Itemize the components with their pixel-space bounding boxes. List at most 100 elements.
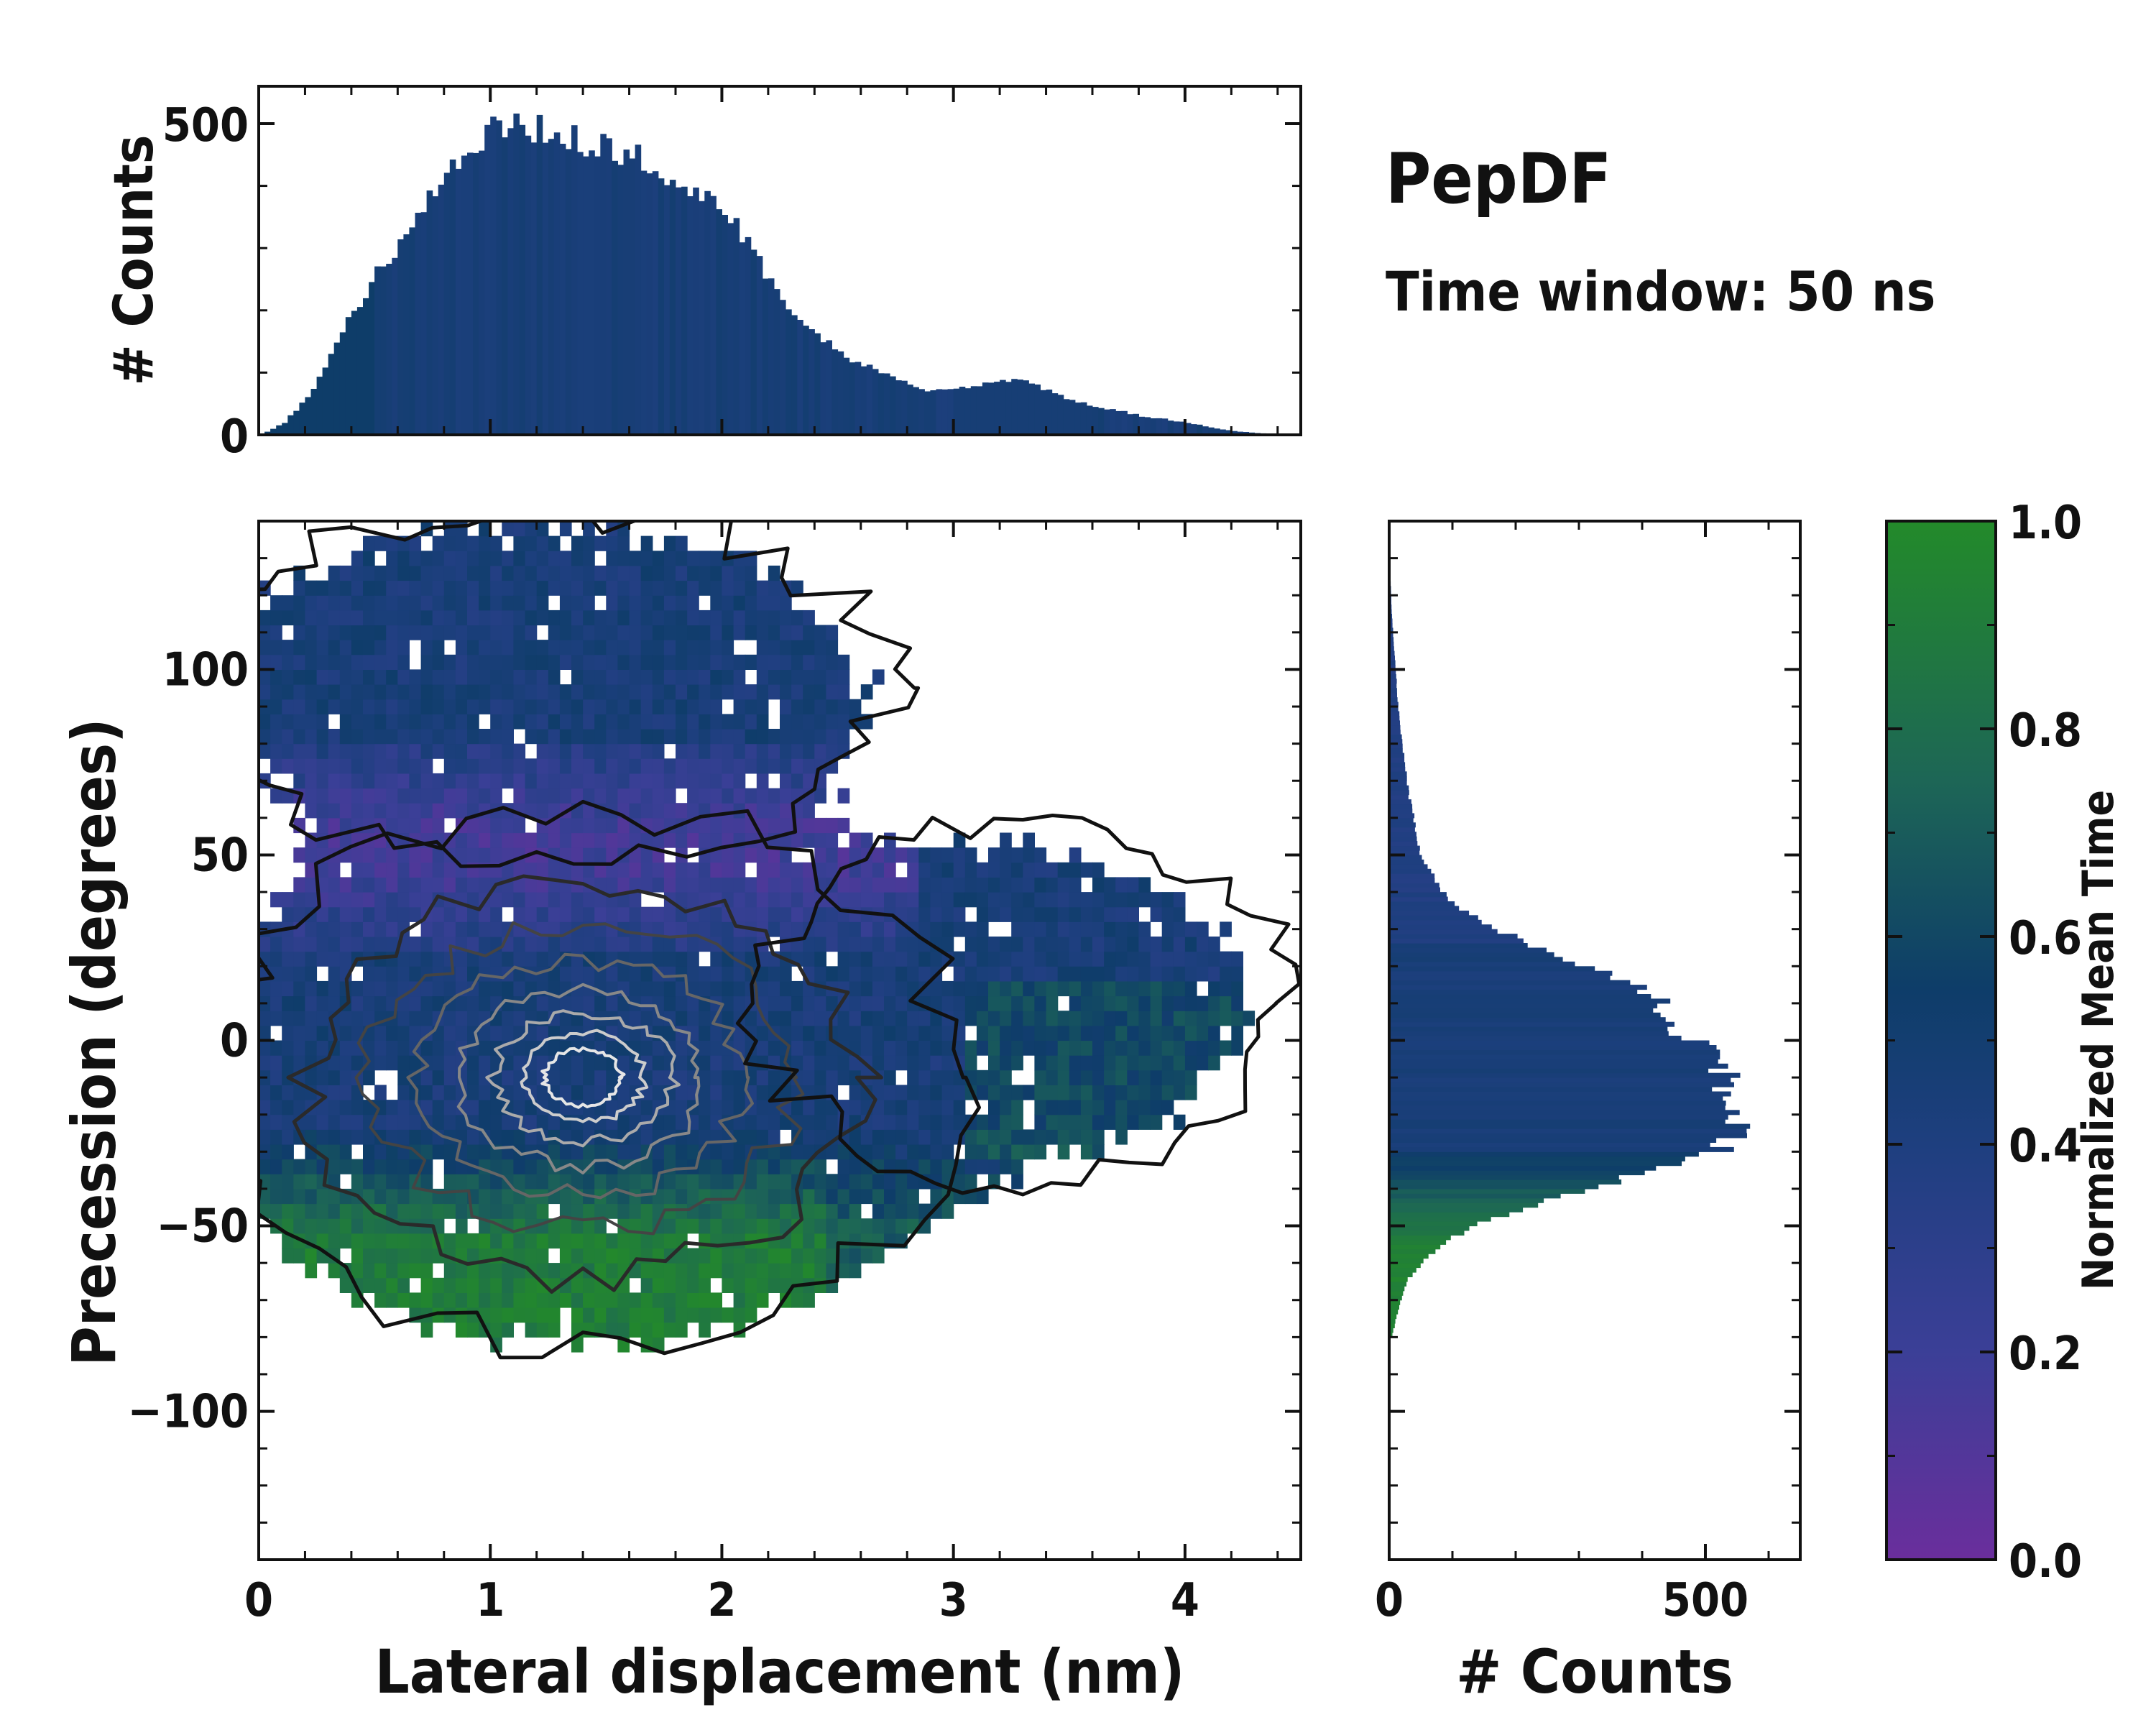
heatmap-cell [479, 610, 491, 626]
heatmap-cell [617, 1055, 630, 1071]
heatmap-cell [316, 758, 329, 774]
heatmap-cell [756, 640, 769, 656]
heatmap-cell [374, 773, 387, 789]
heatmap-cell [872, 995, 885, 1011]
heatmap-cell [895, 1085, 908, 1100]
right-histogram-bar [1389, 656, 1395, 661]
heatmap-cell [964, 1174, 977, 1190]
right-histogram-bar [1389, 1230, 1465, 1236]
heatmap-cell [722, 684, 734, 700]
top-histogram-bar [773, 289, 780, 435]
heatmap-cell [791, 669, 803, 685]
heatmap-cell [791, 1233, 803, 1249]
heatmap-cell [386, 684, 398, 700]
heatmap-cell [826, 669, 839, 685]
heatmap-cell [791, 729, 803, 745]
heatmap-cell [1057, 951, 1070, 967]
heatmap-cell [432, 803, 445, 819]
heatmap-cell [606, 1174, 618, 1190]
heatmap-cell [780, 743, 792, 759]
heatmap-cell [559, 699, 572, 714]
right-histogram-bar [1389, 892, 1447, 898]
heatmap-cell [652, 1159, 665, 1174]
heatmap-cell [676, 1307, 688, 1323]
heatmap-cell [710, 1174, 722, 1190]
heatmap-cell [803, 1100, 815, 1116]
heatmap-cell [467, 595, 479, 611]
right-histogram-bar [1389, 646, 1394, 652]
heatmap-cell [432, 773, 445, 789]
heatmap-cell [583, 832, 595, 848]
heatmap-cell [374, 758, 387, 774]
heatmap-cell [1173, 1070, 1186, 1085]
heatmap-cell [397, 1100, 410, 1116]
heatmap-cell [305, 803, 318, 819]
heatmap-cell [953, 980, 966, 997]
heatmap-cell [745, 1188, 757, 1205]
heatmap-cell [548, 729, 561, 745]
heatmap-cell [780, 729, 792, 745]
heatmap-cell [420, 1129, 433, 1145]
heatmap-cell [791, 684, 803, 700]
heatmap-cell [328, 937, 341, 952]
heatmap-cell [467, 847, 479, 863]
heatmap-cell [814, 1040, 826, 1056]
heatmap-cell [467, 669, 479, 685]
heatmap-cell [409, 699, 422, 714]
heatmap-cell [374, 743, 387, 759]
heatmap-cell [490, 1307, 502, 1323]
heatmap-cell [710, 1218, 722, 1234]
heatmap-cell [837, 966, 850, 982]
right-histogram-bar [1389, 1095, 1723, 1101]
heatmap-cell [872, 921, 885, 937]
heatmap-cell [1069, 966, 1082, 982]
top-histogram-bar [363, 298, 369, 435]
heatmap-cell [571, 758, 584, 774]
heatmap-cell [282, 610, 294, 626]
heatmap-cell [617, 817, 630, 834]
heatmap-cell [490, 580, 502, 596]
heatmap-cell [328, 1159, 341, 1174]
heatmap-cell [351, 862, 364, 878]
heatmap-cell [479, 699, 491, 714]
heatmap-cell [1173, 1055, 1186, 1071]
top-histogram-bar [1051, 393, 1059, 435]
heatmap-cell [768, 669, 780, 685]
heatmap-cell [443, 788, 456, 804]
top-histogram-bar [1214, 428, 1220, 435]
heatmap-cell [953, 995, 966, 1011]
heatmap-cell [663, 654, 676, 670]
heatmap-cell [409, 1025, 422, 1041]
heatmap-cell [386, 1040, 398, 1056]
heatmap-cell [849, 1233, 862, 1249]
right-histogram-bar [1389, 720, 1400, 726]
heatmap-cell [1092, 921, 1105, 937]
heatmap-cell [884, 847, 896, 863]
heatmap-cell [629, 580, 642, 596]
heatmap-cell [918, 892, 931, 908]
heatmap-cell [756, 1203, 769, 1219]
heatmap-cell [814, 743, 826, 759]
heatmap-cell [1208, 937, 1220, 952]
heatmap-cell [594, 610, 607, 626]
heatmap-cell [976, 892, 989, 908]
heatmap-cell [397, 966, 410, 982]
heatmap-cell [594, 654, 607, 670]
heatmap-cell [1000, 1025, 1012, 1041]
right-histogram-bar [1389, 868, 1432, 874]
right-histogram-bar [1389, 1063, 1728, 1069]
right-histogram-bar [1389, 790, 1409, 796]
heatmap-cell [1034, 906, 1047, 922]
heatmap-cell [270, 1144, 282, 1160]
heatmap-cell [513, 951, 526, 967]
heatmap-cell [374, 877, 387, 893]
heatmap-cell [676, 743, 688, 759]
heatmap-cell [443, 906, 456, 922]
heatmap-cell [860, 1040, 873, 1056]
heatmap-cell [652, 1307, 665, 1323]
heatmap-cell [953, 951, 966, 967]
heatmap-cell [756, 1263, 769, 1279]
heatmap-cell [583, 714, 595, 730]
heatmap-cell [629, 1307, 642, 1323]
heatmap-cell [270, 699, 282, 714]
